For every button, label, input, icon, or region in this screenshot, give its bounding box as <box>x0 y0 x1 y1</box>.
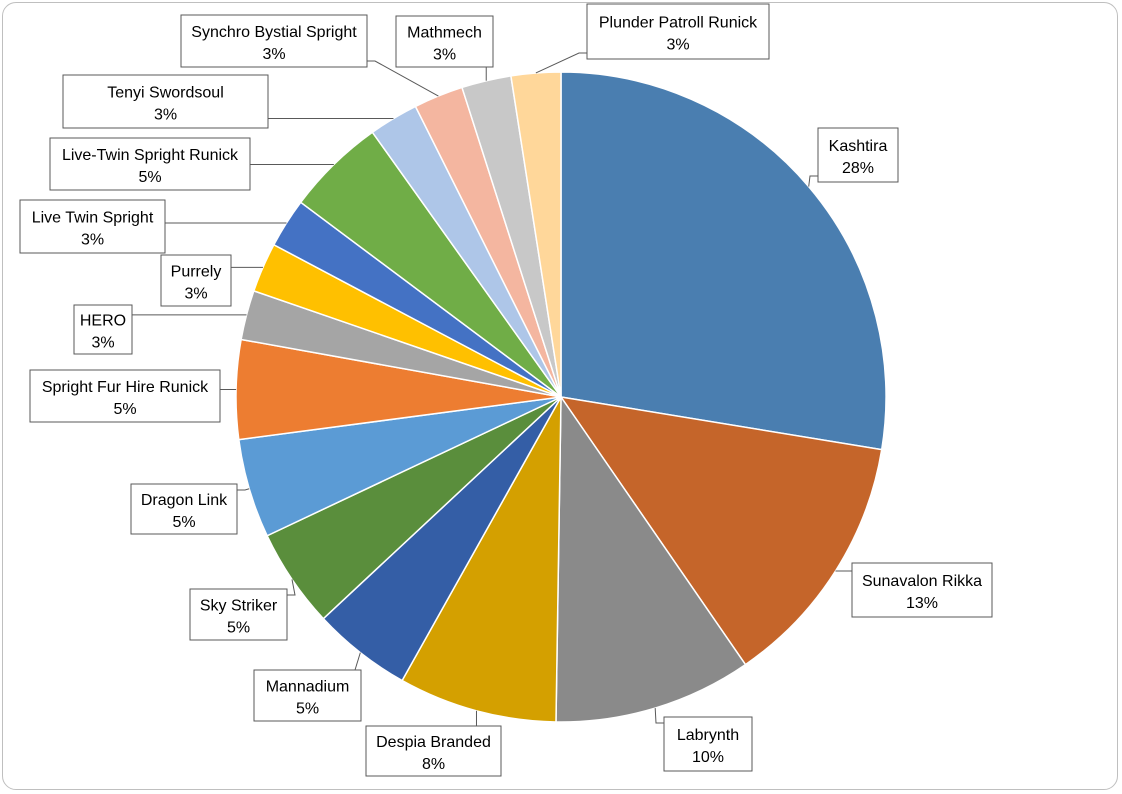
data-label-box <box>851 562 993 618</box>
data-label-hero: HERO 3% <box>73 304 133 355</box>
data-label-box <box>189 588 288 641</box>
data-label-mannadium: Mannadium 5% <box>253 669 362 722</box>
data-label-box <box>663 716 753 772</box>
data-label-kashtira: Kashtira 28% <box>817 127 899 183</box>
data-label-purrely: Purrely 3% <box>160 254 232 307</box>
data-label-box <box>130 483 238 535</box>
slice-percent-label: 13% <box>906 595 938 612</box>
data-label-dragon-link: Dragon Link 5% <box>130 483 238 535</box>
slice-percent-label: 3% <box>81 232 104 249</box>
slice-name-label: Live Twin Spright <box>32 210 154 227</box>
slice-name-label: Sky Striker <box>200 598 278 615</box>
data-label-box <box>586 3 770 60</box>
slice-percent-label: 5% <box>296 701 319 718</box>
slice-name-label: Labrynth <box>677 727 739 744</box>
data-label-box <box>253 669 362 722</box>
data-label-box <box>29 369 221 423</box>
slice-percent-label: 5% <box>138 169 161 186</box>
data-label-live-twin-spright: Live Twin Spright 3% <box>19 199 166 254</box>
slice-name-label: Despia Branded <box>376 734 491 751</box>
data-label-box <box>160 254 232 307</box>
slice-name-label: Plunder Patroll Runick <box>599 15 758 32</box>
slice-name-label: Spright Fur Hire Runick <box>42 379 209 396</box>
data-label-mathmech: Mathmech 3% <box>395 15 494 68</box>
data-label-box <box>19 199 166 254</box>
data-label-box <box>62 74 269 129</box>
data-label-despia-branded: Despia Branded 8% <box>365 725 502 777</box>
slice-name-label: Sunavalon Rikka <box>862 573 982 590</box>
data-label-box <box>180 14 368 68</box>
data-label-box <box>365 725 502 777</box>
leader-line-dragon-link <box>237 488 250 491</box>
data-label-box <box>817 127 899 183</box>
slice-name-label: Mathmech <box>407 25 482 42</box>
data-label-live-twin-spright-runick: Live-Twin Spright Runick 5% <box>49 137 251 191</box>
leader-line-mannadium <box>354 652 361 671</box>
slice-percent-label: 3% <box>262 46 285 63</box>
slice-name-label: Tenyi Swordsoul <box>107 85 224 102</box>
data-label-sunavalon-rikka: Sunavalon Rikka 13% <box>851 562 993 618</box>
data-label-synchro-bystial-spright: Synchro Bystial Spright 3% <box>180 14 368 68</box>
slice-percent-label: 3% <box>666 37 689 54</box>
slice-name-label: Purrely <box>171 264 222 281</box>
slice-percent-label: 3% <box>433 47 456 64</box>
data-label-box <box>395 15 494 68</box>
slice-name-label: Kashtira <box>829 138 888 155</box>
slice-percent-label: 8% <box>422 756 445 773</box>
slice-name-label: Mannadium <box>266 679 350 696</box>
slice-percent-label: 5% <box>113 401 136 418</box>
data-label-box <box>73 304 133 355</box>
pie-slice-plunder-patroll-runick <box>510 71 562 398</box>
slice-name-label: HERO <box>80 313 126 330</box>
data-label-sky-striker: Sky Striker 5% <box>189 588 288 641</box>
slice-name-label: Synchro Bystial Spright <box>191 24 357 41</box>
leader-line-synchro-bystial-spright <box>367 60 439 97</box>
data-label-plunder-patroll-runick: Plunder Patroll Runick 3% <box>586 3 770 60</box>
slice-name-label: Dragon Link <box>141 492 228 509</box>
data-label-box <box>49 137 251 191</box>
slice-percent-label: 5% <box>227 620 250 637</box>
slice-percent-label: 10% <box>692 749 724 766</box>
leader-line-labrynth <box>654 708 664 724</box>
slice-percent-label: 28% <box>842 160 874 177</box>
leader-line-plunder-patroll-runick <box>535 52 587 74</box>
leader-line-kashtira <box>808 175 818 187</box>
data-label-tenyi-swordsoul: Tenyi Swordsoul 3% <box>62 74 269 129</box>
leader-line-sky-striker <box>287 579 296 596</box>
pie-slice-despia-branded <box>401 396 562 723</box>
data-label-spright-fur-hire-runick: Spright Fur Hire Runick 5% <box>29 369 221 423</box>
data-label-labrynth: Labrynth 10% <box>663 716 753 772</box>
slice-percent-label: 5% <box>172 514 195 531</box>
slice-percent-label: 3% <box>91 335 114 352</box>
slice-percent-label: 3% <box>154 107 177 124</box>
slice-name-label: Live-Twin Spright Runick <box>62 147 239 164</box>
slice-percent-label: 3% <box>184 286 207 303</box>
